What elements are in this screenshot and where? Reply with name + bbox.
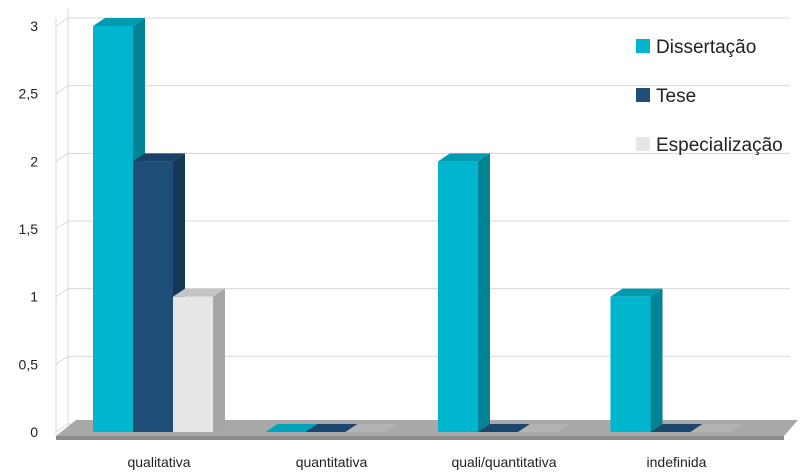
legend-label: Tese xyxy=(656,86,696,107)
bar-top xyxy=(133,153,185,162)
bar-zero xyxy=(650,424,703,432)
legend-item: Especialização xyxy=(636,135,783,156)
legend-label: Especialização xyxy=(656,135,783,156)
bar xyxy=(518,424,570,432)
gridline-depth xyxy=(55,220,69,230)
bar-side xyxy=(650,288,663,432)
bar xyxy=(610,288,663,432)
bar-front xyxy=(173,296,213,432)
x-category-label: quali/quantitativa xyxy=(451,454,556,470)
chart-walls xyxy=(55,8,69,436)
gridline-depth xyxy=(55,355,69,365)
bar-top xyxy=(173,288,225,297)
bar-top xyxy=(610,288,663,297)
y-axis-ticks: 0 0,5 1 1,5 2 2,5 3 xyxy=(19,18,39,440)
bars xyxy=(93,18,743,433)
gridline-depth xyxy=(55,17,69,27)
y-tick-label: 2 xyxy=(30,153,38,169)
bar-front xyxy=(93,26,133,432)
gridline-depth xyxy=(55,85,69,95)
y-tick-label: 3 xyxy=(30,18,38,34)
x-category-label: qualitativa xyxy=(127,454,190,470)
y-tick-label: 2,5 xyxy=(19,86,39,102)
bar xyxy=(265,424,318,432)
bar xyxy=(478,424,530,432)
floor-front xyxy=(56,436,784,440)
bar xyxy=(305,424,358,432)
legend-swatch xyxy=(636,39,650,53)
bar xyxy=(345,424,398,432)
bar-front xyxy=(133,161,173,433)
legend-item: Tese xyxy=(636,86,696,107)
x-category-label: indefinida xyxy=(647,454,707,470)
y-tick-label: 0 xyxy=(30,424,38,440)
y-tick-label: 0,5 xyxy=(19,356,39,372)
bar xyxy=(173,288,225,432)
bar xyxy=(93,18,145,432)
bar-side xyxy=(213,288,225,432)
x-category-label: quantitativa xyxy=(296,454,368,470)
gridline-depth xyxy=(55,152,69,162)
gridline-depth xyxy=(55,288,69,298)
bar-zero xyxy=(690,424,743,432)
bar-top xyxy=(438,153,490,162)
y-tick-label: 1,5 xyxy=(19,221,39,237)
legend-label: Dissertação xyxy=(656,37,756,58)
legend-swatch xyxy=(636,88,650,102)
legend: Dissertação Tese Especialização xyxy=(636,37,783,156)
bar xyxy=(690,424,743,432)
bar-zero xyxy=(478,424,530,432)
legend-item: Dissertação xyxy=(636,37,756,58)
bar xyxy=(438,153,490,433)
bar-zero xyxy=(518,424,570,432)
bar-zero xyxy=(345,424,398,432)
legend-swatch xyxy=(636,137,650,151)
bar-zero xyxy=(265,424,318,432)
bar xyxy=(650,424,703,432)
y-tick-label: 1 xyxy=(30,289,38,305)
bar-side xyxy=(478,153,490,433)
gridline-depth xyxy=(55,423,69,433)
bar-front xyxy=(438,161,478,433)
bar-front xyxy=(610,296,651,432)
bar-zero xyxy=(305,424,358,432)
x-axis-categories: qualitativa quantitativa quali/quantitativ… xyxy=(127,454,706,470)
bar-top xyxy=(93,18,145,26)
